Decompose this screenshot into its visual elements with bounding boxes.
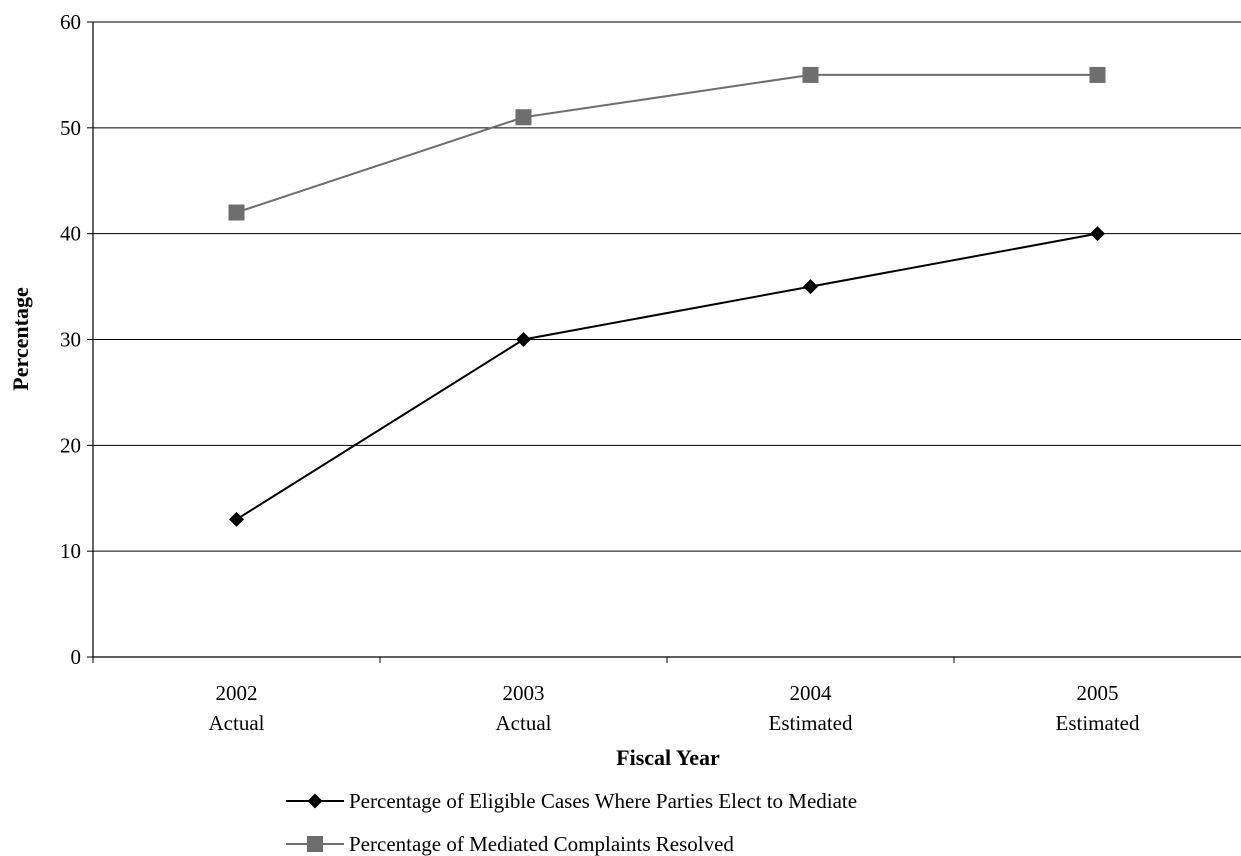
data-point-diamond bbox=[516, 332, 531, 347]
data-point-diamond bbox=[1090, 226, 1105, 242]
series-2 bbox=[228, 66, 1106, 221]
y-tick-label: 20 bbox=[60, 433, 81, 457]
x-axis-ticks: 2002 Actual 2003 Actual 2004 Estimated 2005 Est… bbox=[92, 657, 1140, 735]
x-tick-label: 2003 bbox=[503, 681, 545, 705]
x-tick-label: 2004 bbox=[790, 681, 833, 705]
legend: Percentage of Eligible Cases Where Parti… bbox=[286, 789, 857, 856]
data-point-diamond bbox=[229, 511, 244, 527]
series-1 bbox=[229, 226, 1105, 527]
data-point-square bbox=[802, 66, 819, 83]
y-tick-label: 60 bbox=[60, 10, 81, 34]
data-point-diamond bbox=[307, 793, 323, 809]
gridlines bbox=[93, 21, 1241, 552]
x-tick-label: Estimated bbox=[769, 711, 853, 735]
y-axis-title: Percentage bbox=[8, 287, 33, 391]
y-tick-label: 50 bbox=[60, 116, 81, 140]
x-tick-label: Actual bbox=[209, 711, 265, 735]
x-tick-label: Actual bbox=[496, 711, 552, 735]
y-tick-label: 40 bbox=[60, 222, 81, 246]
legend-label: Percentage of Eligible Cases Where Parti… bbox=[349, 789, 857, 813]
data-point-square bbox=[228, 204, 245, 221]
data-point-square bbox=[515, 109, 532, 126]
y-tick-label: 10 bbox=[60, 539, 81, 563]
data-point-square bbox=[307, 836, 323, 852]
series-line bbox=[235, 232, 1098, 521]
x-tick-label: Estimated bbox=[1056, 711, 1140, 735]
series-layer bbox=[228, 66, 1106, 527]
data-point-square bbox=[1089, 66, 1106, 83]
y-tick-label: 0 bbox=[71, 645, 82, 669]
legend-item-1: Percentage of Eligible Cases Where Parti… bbox=[286, 789, 857, 813]
x-axis-title: Fiscal Year bbox=[616, 745, 720, 770]
legend-item-2: Percentage of Mediated Complaints Resolv… bbox=[286, 832, 734, 856]
y-axis-ticks: 0 10 20 30 40 50 60 bbox=[60, 10, 93, 669]
x-tick-label: 2002 bbox=[216, 681, 258, 705]
x-tick-label: 2005 bbox=[1077, 681, 1119, 705]
y-tick-label: 30 bbox=[60, 328, 81, 352]
legend-label: Percentage of Mediated Complaints Resolv… bbox=[349, 832, 734, 856]
series-line bbox=[236, 73, 1098, 214]
data-point-diamond bbox=[803, 279, 818, 295]
